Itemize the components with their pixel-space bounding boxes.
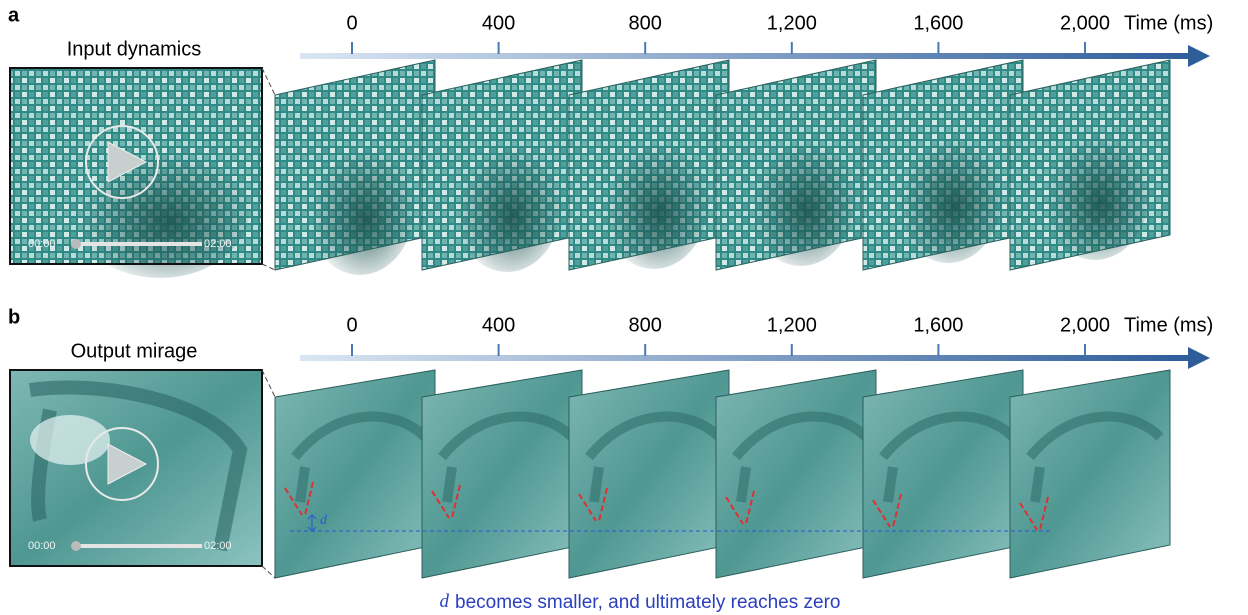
frame-subject (1040, 120, 1150, 260)
caption-text: becomes smaller, and ultimately reaches … (455, 592, 840, 613)
video-thumbnail: 00:00 02:00 (9, 67, 263, 278)
frame-subject (893, 123, 1003, 263)
progress-track (72, 242, 202, 246)
frame-subject (1026, 411, 1164, 503)
play-icon (107, 443, 148, 485)
time-axis-arrow (1188, 45, 1210, 67)
time-axis (300, 53, 1190, 59)
thumbnail-highlight (30, 415, 110, 465)
tick-label: 800 (629, 12, 662, 34)
frame-subject (732, 411, 870, 503)
zoom-connector (261, 263, 276, 271)
zoom-connector (261, 67, 276, 96)
panel-label: b (8, 306, 20, 328)
red-marker (725, 496, 744, 525)
tick-label: 0 (346, 314, 357, 336)
thumbnail-title: Input dynamics (67, 38, 202, 60)
tick-label: 1,600 (913, 12, 963, 34)
axis-unit-label: Time (ms) (1124, 314, 1213, 336)
tick-label: 2,000 (1060, 12, 1110, 34)
red-marker (598, 487, 608, 522)
frame-border (1009, 59, 1171, 271)
panel-label: a (8, 4, 20, 26)
tick-label: 1,200 (767, 12, 817, 34)
frame-subject (879, 411, 1017, 503)
caption: d becomes smaller, and ultimately reaches… (440, 591, 841, 613)
red-marker (284, 487, 303, 516)
red-marker (451, 484, 461, 519)
player-end-time: 02:00 (204, 540, 232, 552)
time-axis-arrow (1188, 347, 1210, 369)
caption-variable: d (440, 591, 450, 612)
red-marker (745, 490, 755, 525)
video-frame (715, 369, 877, 579)
frame-subject (438, 411, 576, 503)
video-frame (421, 369, 583, 579)
tick-label: 800 (629, 314, 662, 336)
video-frame (568, 369, 730, 579)
play-ring (85, 427, 159, 501)
red-marker (872, 499, 891, 528)
red-marker (578, 493, 597, 522)
red-marker (892, 493, 902, 528)
frame-subject (305, 135, 415, 275)
thumbnail-shade (70, 138, 250, 278)
thumbnail-border (9, 369, 263, 567)
distance-marker (307, 514, 317, 532)
frame-subject (452, 132, 562, 272)
video-frame (715, 59, 877, 271)
tick-label: 400 (482, 12, 515, 34)
player-end-time: 02:00 (204, 238, 232, 250)
video-frame (274, 369, 436, 579)
play-ring (85, 125, 159, 199)
tick-label: 1,200 (767, 314, 817, 336)
zoom-connector (261, 369, 276, 398)
progress-track (72, 544, 202, 548)
distance-label: d (320, 513, 328, 528)
video-thumbnail: 00:00 02:00 (9, 369, 263, 567)
red-marker (1019, 502, 1038, 531)
tick-label: 0 (346, 12, 357, 34)
play-icon (107, 141, 148, 183)
video-frame (862, 369, 1024, 579)
video-frame (274, 59, 436, 275)
zoom-connector (261, 565, 276, 579)
video-frame (421, 59, 583, 272)
tick-label: 1,600 (913, 314, 963, 336)
frame-subject (599, 129, 709, 269)
video-frame (1009, 59, 1171, 271)
video-frame (1009, 369, 1171, 579)
player-start-time: 00:00 (28, 238, 56, 250)
frame-subject (746, 126, 856, 266)
frame-subject (291, 411, 429, 503)
tick-label: 400 (482, 314, 515, 336)
progress-knob (71, 541, 81, 551)
thumbnail-border (9, 67, 263, 265)
frame-subject (585, 411, 723, 503)
axis-unit-label: Time (ms) (1124, 12, 1213, 34)
frame-border (1009, 369, 1171, 579)
video-frame (568, 59, 730, 271)
player-start-time: 00:00 (28, 540, 56, 552)
red-marker (304, 481, 314, 516)
video-frame (862, 59, 1024, 271)
thumbnail-title: Output mirage (71, 340, 198, 362)
tick-label: 2,000 (1060, 314, 1110, 336)
time-axis (300, 355, 1190, 361)
red-marker (1039, 496, 1049, 531)
red-marker (431, 490, 450, 519)
progress-knob (71, 239, 81, 249)
